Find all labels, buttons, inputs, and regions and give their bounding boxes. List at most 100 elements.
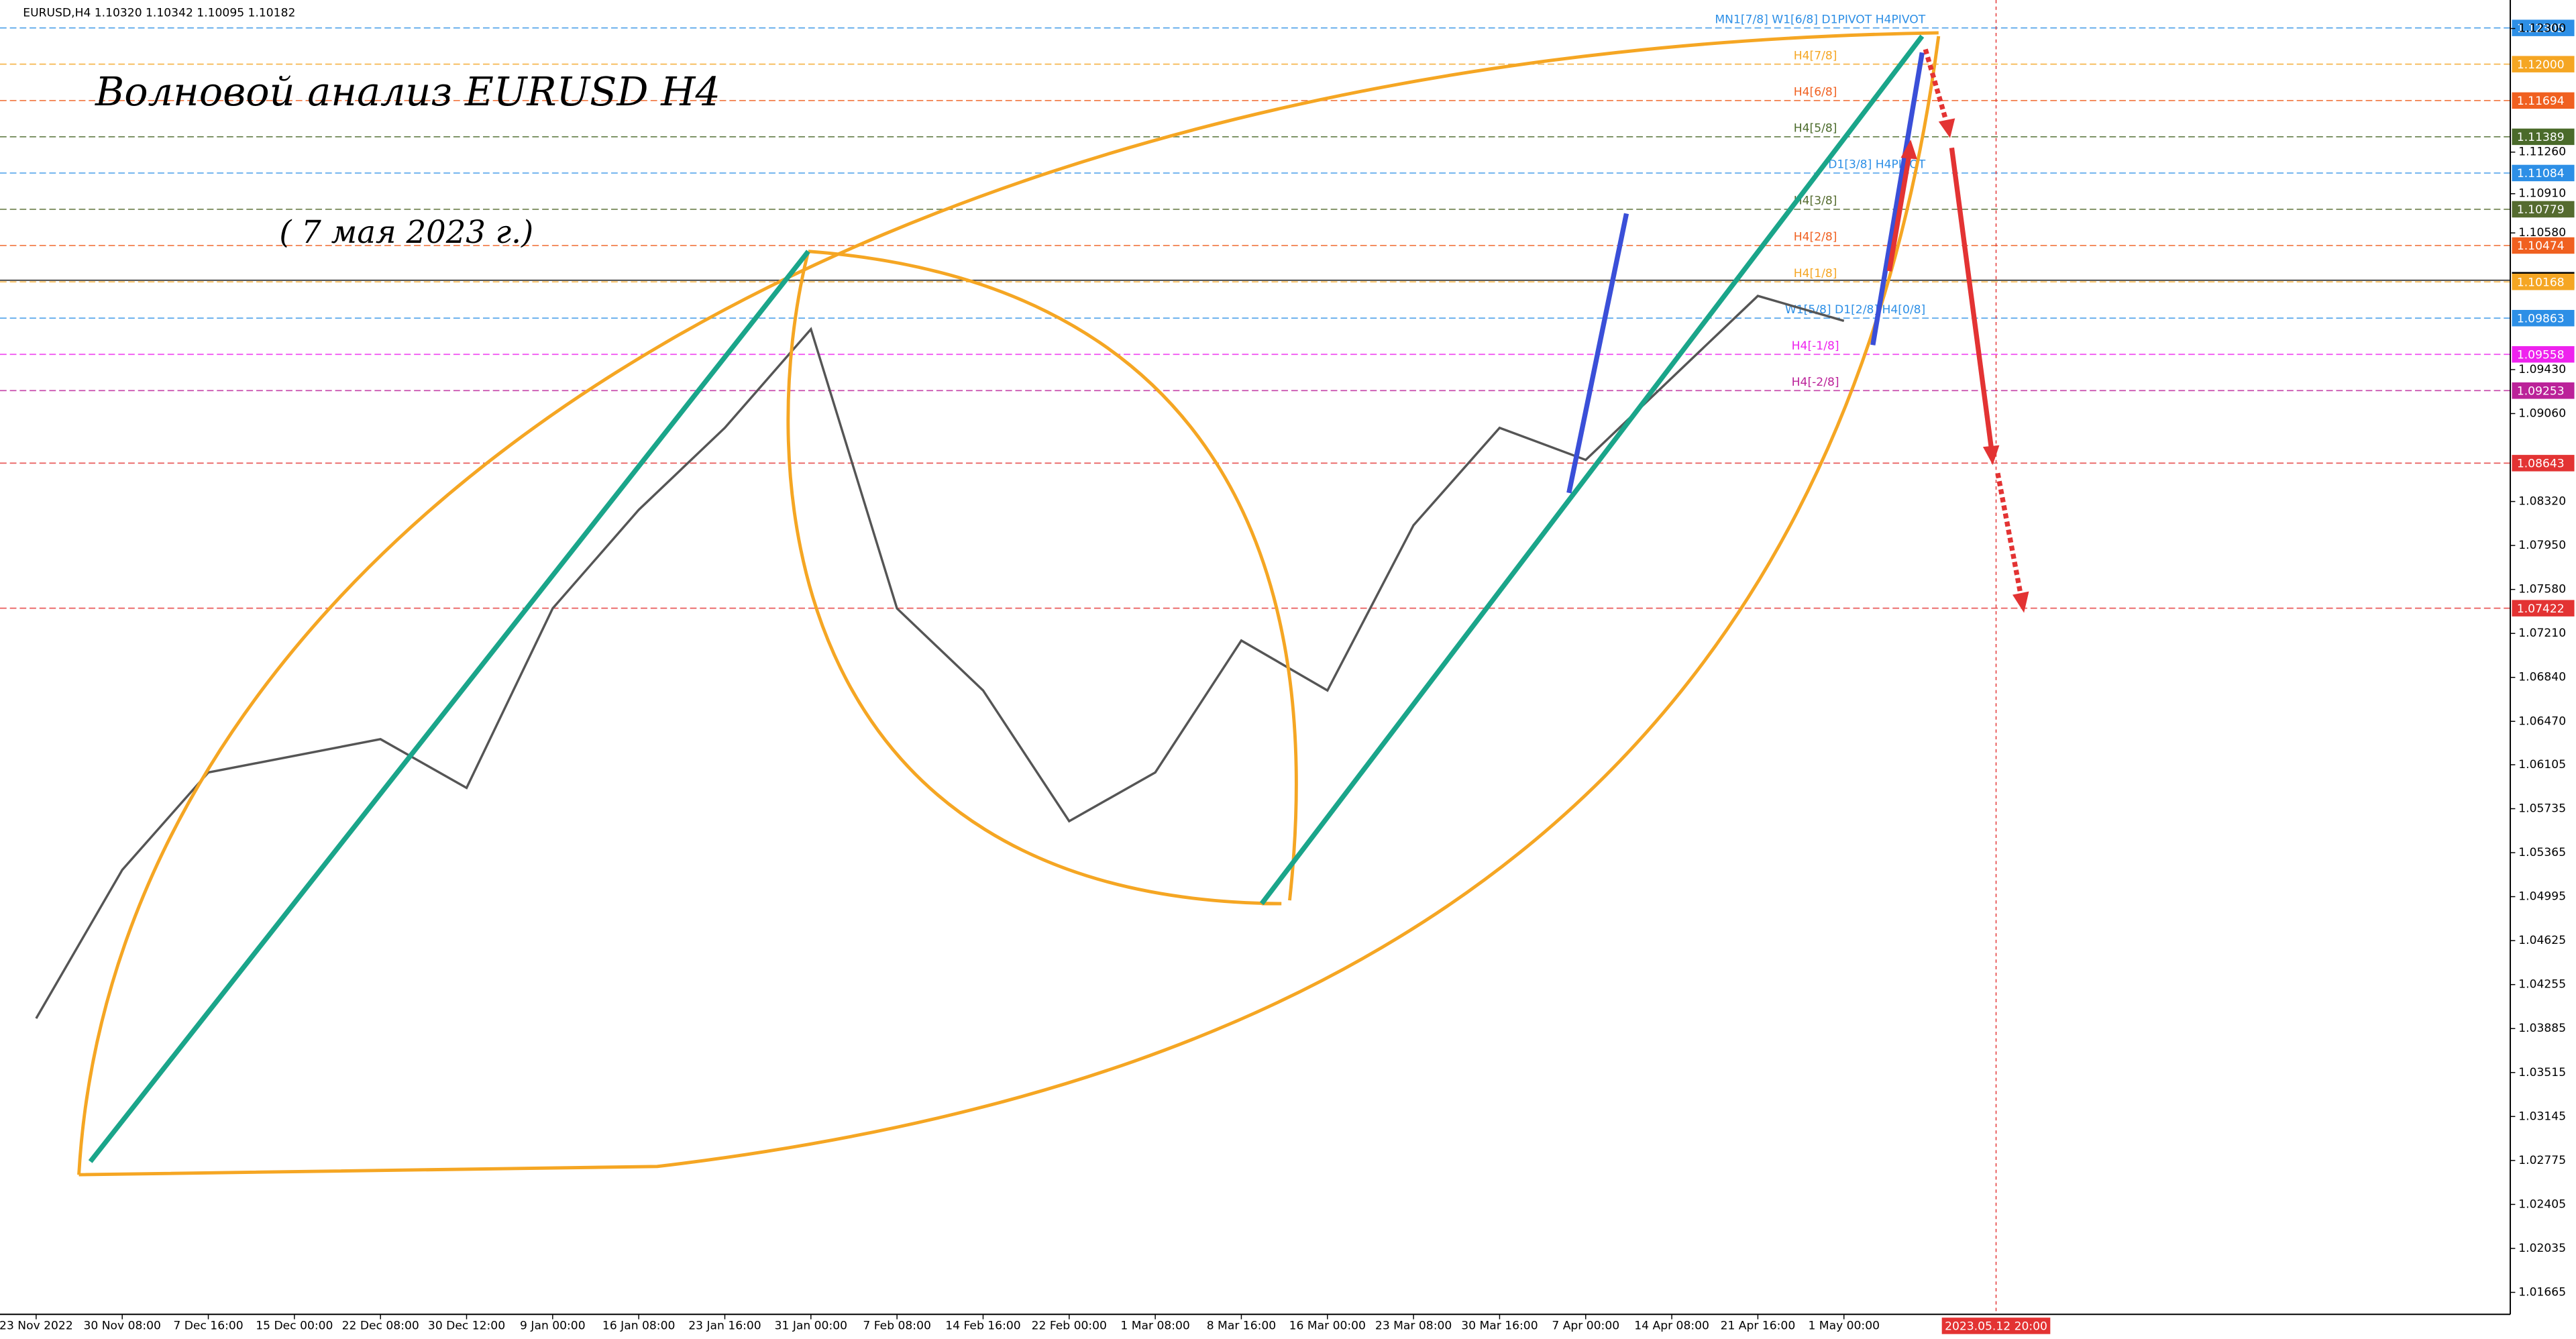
price-tag-label: 1.11084: [2517, 167, 2565, 180]
time-tag: [1941, 1318, 2051, 1334]
price-tag-label: 1.07422: [2517, 602, 2565, 616]
level-label: D1[3/8] H4PIVOT: [1828, 158, 1925, 172]
price-tag: [2512, 346, 2575, 363]
price-line: [35, 294, 1845, 1020]
price-tag-label: 1.12305: [2517, 22, 2565, 36]
price-tag-label: 1.09253: [2517, 385, 2565, 398]
price-tag: [2512, 56, 2575, 72]
arrow-head: [1982, 445, 2000, 466]
x-tick-label: 1 Mar 08:00: [1120, 1319, 1189, 1332]
x-tick-label: 7 Apr 00:00: [1552, 1319, 1619, 1332]
x-tick-label: 30 Dec 12:00: [428, 1319, 505, 1332]
annotations: [77, 0, 2029, 1315]
wave-curve: [78, 36, 1941, 1177]
y-tick-label: 1.02775: [2518, 1154, 2566, 1167]
x-tick-label: 7 Dec 16:00: [173, 1319, 243, 1332]
y-tick-label: 1.04995: [2518, 890, 2566, 904]
price-tag-label: 1.10168: [2517, 276, 2565, 289]
level-label: H4[6/8]: [1794, 86, 1837, 99]
price-tag-label: 1.09863: [2517, 312, 2565, 325]
y-tick-label: 1.09430: [2518, 363, 2566, 376]
y-tick-label: 1.05735: [2518, 802, 2566, 815]
level-label: MN1[7/8] W1[6/8] D1PIVOT H4PIVOT: [1715, 13, 1925, 26]
y-tick-label: 1.06840: [2518, 671, 2566, 684]
price-tag: [2512, 237, 2575, 254]
x-tick-label: 22 Feb 00:00: [1032, 1319, 1107, 1332]
y-tick-label: 1.07580: [2518, 583, 2566, 596]
arrow-head: [2012, 591, 2029, 613]
wave-curve: [808, 250, 1298, 901]
wave-curve: [77, 31, 1939, 1175]
x-tick-label: 16 Jan 08:00: [602, 1319, 675, 1332]
x-tick-label: 14 Apr 08:00: [1634, 1319, 1709, 1332]
price-tag-label: 1.11389: [2517, 131, 2565, 144]
y-tick-label: 1.06470: [2518, 714, 2566, 728]
y-tick-label: 1.08320: [2518, 495, 2566, 508]
y-tick-label: 1.03145: [2518, 1110, 2566, 1123]
price-tag: [2512, 382, 2575, 399]
trend-line: [88, 250, 810, 1163]
y-tick-label: 1.05365: [2518, 846, 2566, 859]
x-tick-label: 23 Mar 08:00: [1375, 1319, 1452, 1332]
price-tag: [2512, 92, 2575, 109]
y-tick-label: 1.01665: [2518, 1285, 2566, 1299]
price-layer: [35, 294, 1845, 1020]
level-label: H4[1/8]: [1794, 267, 1837, 280]
x-tick-label: 1 May 00:00: [1808, 1319, 1880, 1332]
price-tag-label: 1.10474: [2517, 239, 2565, 253]
price-tag: [2512, 164, 2575, 182]
x-tick-label: 7 Feb 08:00: [863, 1319, 930, 1332]
x-tick-label: 23 Nov 2022: [0, 1319, 73, 1332]
y-tick-label: 1.04255: [2518, 978, 2566, 992]
x-tick-label: 15 Dec 00:00: [256, 1319, 333, 1332]
price-tag: [2512, 19, 2575, 36]
level-label: H4[7/8]: [1794, 49, 1837, 62]
price-tag: [2512, 128, 2575, 146]
price-tag: [2512, 273, 2575, 290]
x-tick-label: 14 Feb 16:00: [945, 1319, 1020, 1332]
level-label: H4[3/8]: [1794, 195, 1837, 208]
wave-line: [1870, 52, 1925, 345]
x-tick-label: 9 Jan 00:00: [520, 1319, 586, 1332]
y-tick-label: 1.06105: [2518, 758, 2566, 771]
price-tag: [2512, 309, 2575, 327]
y-tick-label: 1.07950: [2518, 539, 2566, 552]
x-tick-label: 23 Jan 16:00: [688, 1319, 761, 1332]
level-label: H4[-2/8]: [1792, 376, 1839, 389]
arrow-head: [1900, 140, 1917, 160]
price-tag-label: 1.12000: [2517, 58, 2565, 72]
chart-header: EURUSD,H4 1.10320 1.10342 1.10095 1.1018…: [23, 7, 295, 20]
price-tag-label: 1.10779: [2517, 203, 2565, 217]
price-tag: [2512, 201, 2575, 218]
x-tick-label: 8 Mar 16:00: [1207, 1319, 1276, 1332]
x-tick-label: 22 Dec 08:00: [342, 1319, 419, 1332]
y-tick-label: 1.02405: [2518, 1197, 2566, 1211]
y-tick-label: 1.03885: [2518, 1022, 2566, 1035]
chart-subtitle: ( 7 мая 2023 г.): [279, 214, 533, 250]
y-tick-label: 1.12300: [2518, 22, 2566, 36]
y-tick-label: 1.10910: [2518, 187, 2566, 201]
x-tick-label: 16 Mar 00:00: [1289, 1319, 1366, 1332]
price-tag-label: 1.08643: [2517, 458, 2565, 471]
arrow-head: [1938, 118, 1955, 138]
forecast-arrow: [1995, 472, 2023, 596]
y-tick-label: 1.02035: [2518, 1242, 2566, 1255]
x-tick-label: 21 Apr 16:00: [1721, 1319, 1796, 1332]
y-tick-label: 1.11260: [2518, 146, 2566, 159]
chart-title: Волновой анализ EURUSD H4: [95, 68, 720, 115]
price-tag: [2512, 455, 2575, 472]
price-tag-label: 1.09558: [2517, 348, 2565, 362]
price-tag: [2512, 600, 2575, 617]
wave-line: [1566, 213, 1629, 494]
x-tick-label: 30 Nov 08:00: [83, 1319, 160, 1332]
x-tick-label: 30 Mar 16:00: [1461, 1319, 1538, 1332]
y-tick-label: 1.07210: [2518, 627, 2566, 640]
forecast-arrow: [1949, 147, 1994, 447]
trend-line: [1259, 34, 1925, 906]
wave-curve: [786, 251, 1282, 906]
y-tick-label: 1.09060: [2518, 407, 2566, 420]
level-label: H4[-1/8]: [1792, 339, 1839, 353]
time-tag-label: 2023.05.12 20:00: [1945, 1320, 2047, 1334]
